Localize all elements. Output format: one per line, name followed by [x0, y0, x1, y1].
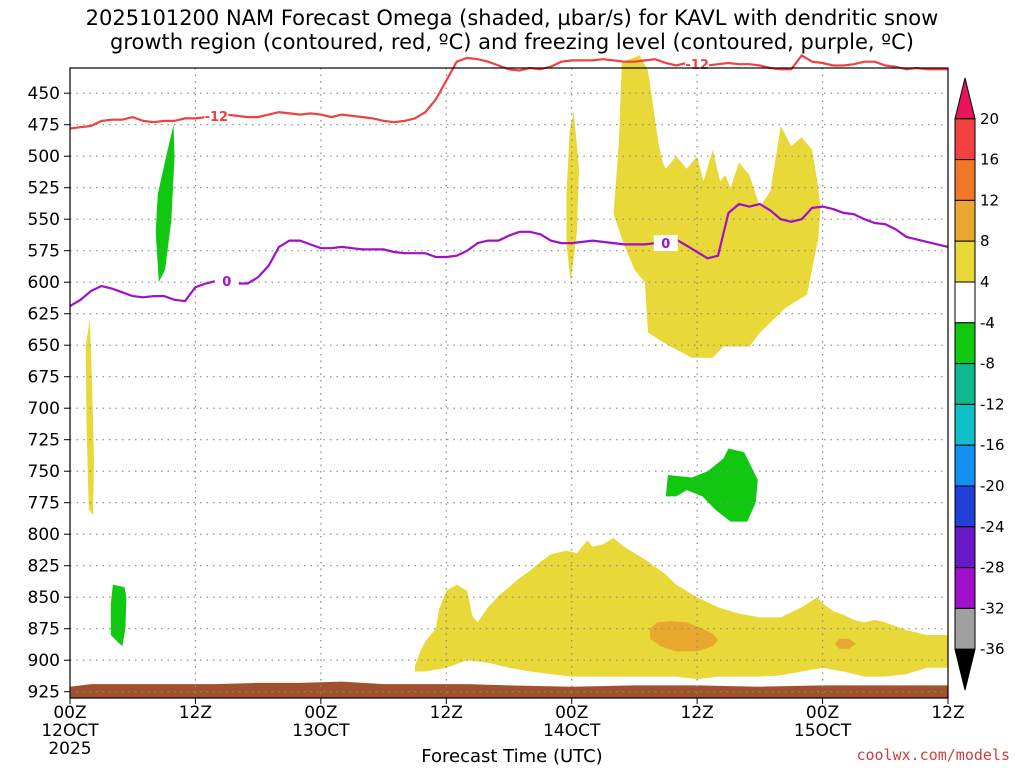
shaded-omega-regions	[70, 55, 948, 698]
colorbar-segment	[954, 118, 976, 161]
contour-lines: -12 -12 0 0	[69, 53, 949, 308]
y-tick-label: 500	[28, 147, 60, 167]
contour-label: 0	[661, 237, 670, 252]
contour-line--12	[69, 53, 948, 130]
colorbar-segment	[954, 403, 976, 446]
colorbar-segment	[954, 363, 976, 405]
shaded-region-4	[665, 448, 758, 522]
colorbar-segment	[954, 199, 976, 242]
contour-label: 0	[222, 275, 231, 290]
chart-title-line1: 2025101200 NAM Forecast Omega (shaded, µ…	[85, 6, 939, 30]
y-tick-label: 550	[28, 210, 60, 230]
y-tick-label: 475	[28, 116, 60, 136]
contour-label: -12	[685, 58, 709, 73]
x-tick-label: 15OCT	[794, 721, 852, 741]
x-tick-label: 14OCT	[543, 721, 601, 741]
colorbar-segment	[954, 567, 976, 609]
gridlines	[70, 68, 948, 698]
y-tick-label: 800	[28, 525, 60, 545]
x-tick-label: 00Z	[304, 703, 337, 723]
x-tick-label: 12Z	[179, 703, 212, 723]
colorbar-tick-label: -28	[980, 559, 1005, 577]
shaded-region-8	[835, 638, 856, 649]
x-tick-label: 13OCT	[292, 721, 350, 741]
chart-title: 2025101200 NAM Forecast Omega (shaded, µ…	[0, 6, 1024, 54]
x-tick-label: 12Z	[430, 703, 463, 723]
y-tick-label: 750	[28, 462, 60, 482]
colorbar-tick-label: 8	[980, 232, 990, 250]
colorbar-tick-label: 12	[980, 191, 999, 209]
y-tick-label: 575	[28, 242, 60, 262]
x-tick-label: 12OCT	[41, 721, 99, 741]
x-axis-label: Forecast Time (UTC)	[421, 746, 603, 767]
colorbar-top-triangle	[954, 77, 976, 120]
chart-title-line2: growth region (contoured, red, ºC) and f…	[110, 30, 914, 54]
shaded-region-1	[85, 320, 94, 516]
colorbar-segment	[954, 607, 976, 650]
x-tick-label: 00Z	[806, 703, 839, 723]
colorbar-tick-label: -8	[980, 355, 995, 373]
contour-label-bg	[214, 272, 239, 289]
y-tick-label: 600	[28, 273, 60, 293]
colorbar-segment	[954, 322, 976, 365]
colorbar-tick-label: 20	[980, 110, 999, 128]
colorbar-tick-label: -20	[980, 477, 1005, 495]
y-axis: 450 475 500 525 550 575 600 625 650 675 700 725 750 7…	[28, 84, 70, 703]
contour-label: -12	[205, 110, 229, 125]
shaded-region-0	[155, 124, 175, 283]
shaded-region-2	[566, 112, 579, 283]
x-tick-label: 00Z	[53, 703, 86, 723]
y-tick-label: 450	[28, 84, 60, 104]
colorbar-segment	[954, 281, 976, 324]
y-tick-label: 650	[28, 336, 60, 356]
shaded-region-3	[613, 55, 821, 358]
colorbar-tick-label: -16	[980, 436, 1005, 454]
x-tick-label: 00Z	[555, 703, 588, 723]
y-tick-label: 700	[28, 399, 60, 419]
x-tick-label: 2025	[48, 739, 91, 759]
shaded-region-9	[70, 681, 948, 698]
colorbar-tick-label: 4	[980, 273, 990, 291]
colorbar-tick-label: -24	[980, 518, 1005, 536]
colorbar: 20 16 12 8 4 -4 -8 -12 -16 -20 -24 -28 -32 -36	[954, 77, 1005, 691]
y-tick-label: 725	[28, 431, 60, 451]
x-tick-label: 12Z	[681, 703, 714, 723]
y-tick-label: 625	[28, 305, 60, 325]
colorbar-segment	[954, 159, 976, 201]
y-tick-label: 775	[28, 494, 60, 514]
colorbar-tick-label: -4	[980, 314, 995, 332]
colorbar-segment	[954, 526, 976, 569]
colorbar-tick-label: -36	[980, 640, 1005, 658]
contour-label-bg	[653, 235, 678, 252]
x-tick-label: 12Z	[931, 703, 964, 723]
y-tick-label: 875	[28, 620, 60, 640]
colorbar-segment	[954, 240, 976, 283]
shaded-region-5	[110, 584, 127, 647]
credit-text: coolwx.com/models	[856, 746, 1010, 764]
y-tick-label: 825	[28, 557, 60, 577]
colorbar-tick-label: -32	[980, 599, 1005, 617]
colorbar-segment	[954, 485, 976, 528]
plot-frame	[69, 67, 949, 699]
colorbar-segment	[954, 444, 976, 487]
y-tick-label: 525	[28, 179, 60, 199]
y-tick-label: 900	[28, 651, 60, 671]
shaded-region-6	[414, 538, 948, 680]
contour-label-bg	[204, 107, 229, 124]
y-tick-label: 850	[28, 588, 60, 608]
colorbar-bottom-triangle	[954, 648, 976, 691]
colorbar-tick-label: -12	[980, 395, 1005, 413]
colorbar-tick-label: 16	[980, 151, 999, 169]
y-tick-label: 675	[28, 368, 60, 388]
y-tick-label: 925	[28, 683, 60, 703]
